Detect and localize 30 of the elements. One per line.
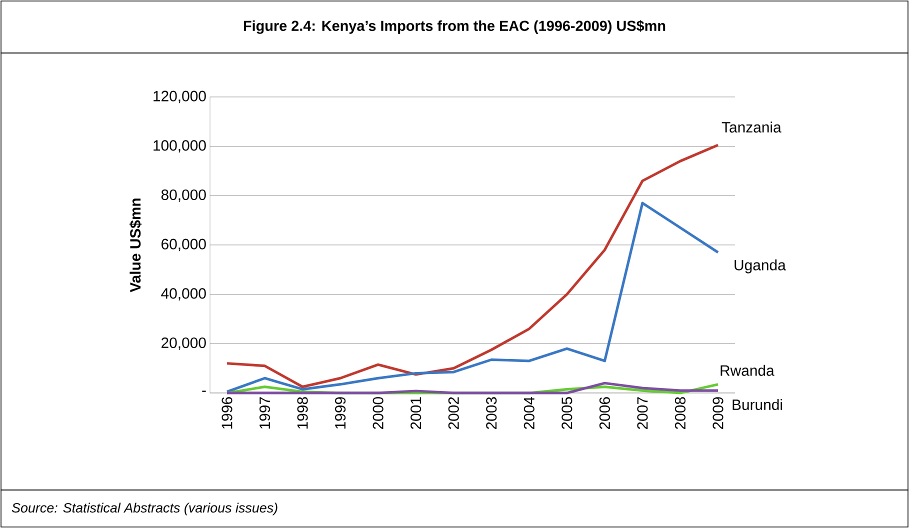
x-tick-label: 1998 (297, 397, 308, 429)
series-label: Rwanda (720, 364, 774, 376)
y-tick-label: 100,000 (154, 140, 206, 152)
y-tick-label: - (202, 390, 206, 392)
x-tick-label: 1997 (259, 397, 270, 429)
x-tick-label: 2009 (712, 397, 724, 429)
y-tick-label: 80,000 (161, 189, 206, 202)
x-tick-label: 2000 (372, 397, 384, 429)
x-tick-label: 2005 (562, 397, 572, 429)
series-label: Tanzania (722, 122, 782, 133)
line-series (226, 144, 720, 388)
line-series (226, 202, 720, 394)
x-tick-label: 2006 (599, 397, 610, 429)
y-tick-label: 120,000 (154, 90, 206, 104)
x-tick-label: 1999 (335, 397, 346, 429)
x-tick-label: 2008 (674, 397, 686, 429)
x-tick-label: 2001 (410, 397, 422, 429)
series-label: Uganda (734, 259, 786, 274)
y-axis-title: Value US$mn (129, 198, 142, 292)
x-tick-label: 2004 (524, 396, 534, 429)
x-tick-label: 2003 (486, 397, 497, 429)
x-tick-label: 2007 (637, 397, 648, 429)
series-label: Burundi (732, 399, 782, 410)
chart-title: Figure 2.4: Kenya’s Imports from the EAC (1996-2009) US$mn (244, 20, 666, 34)
y-tick-label: 40,000 (161, 288, 206, 300)
y-tick-label: 20,000 (162, 337, 206, 350)
x-tick-label: 1996 (222, 397, 232, 429)
x-tick-label: 2002 (448, 397, 459, 429)
source-note: Source: Statistical Abstracts (various issues) (12, 502, 278, 516)
y-tick-label: 60,000 (162, 238, 206, 252)
